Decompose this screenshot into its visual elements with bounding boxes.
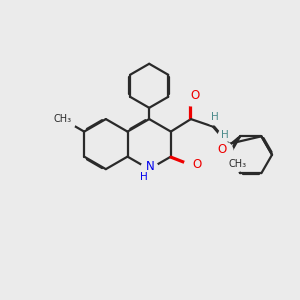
Text: N: N [146, 160, 154, 173]
Text: CH₃: CH₃ [54, 115, 72, 124]
Text: H: H [221, 130, 229, 140]
Text: O: O [218, 143, 227, 156]
Text: O: O [193, 158, 202, 171]
Text: H: H [211, 112, 218, 122]
Text: H: H [140, 172, 148, 182]
Text: O: O [191, 89, 200, 102]
Text: CH₃: CH₃ [229, 159, 247, 169]
